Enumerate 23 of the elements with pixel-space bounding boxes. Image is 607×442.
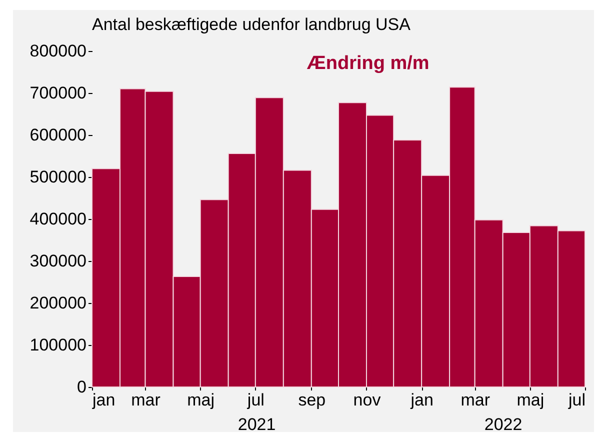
x-tick-label: maj [516, 390, 544, 410]
x-tick-label: mar [460, 390, 490, 410]
text: 2021 [238, 415, 276, 434]
x-tick-label: maj [187, 390, 215, 410]
y-tick-label: 100000 [30, 336, 86, 354]
y-tick-label: 0 [77, 378, 86, 396]
text: 2022 [484, 415, 522, 434]
series-label: Ændring m/m [306, 53, 430, 74]
y-tick-label: 800000 [30, 42, 86, 60]
x-tick-label: jul [567, 390, 586, 410]
chart-title: Antal beskæftigede udenfor landbrug USA [92, 15, 412, 34]
y-tick-label: 400000 [30, 210, 86, 228]
y-tick-label: 300000 [30, 252, 86, 270]
x-tick-label: sep [298, 390, 326, 410]
y-tick-label: 700000 [30, 84, 86, 102]
x-tick-label: jan [410, 390, 434, 410]
x-tick-label: jul [246, 390, 264, 410]
x-tick-label: nov [353, 390, 382, 410]
y-tick-label: 600000 [30, 126, 86, 144]
x-tick-label: mar [131, 390, 161, 410]
x-tick-label: jan [92, 390, 116, 410]
y-tick-label: 500000 [30, 168, 86, 186]
y-tick-label: 200000 [30, 294, 86, 312]
